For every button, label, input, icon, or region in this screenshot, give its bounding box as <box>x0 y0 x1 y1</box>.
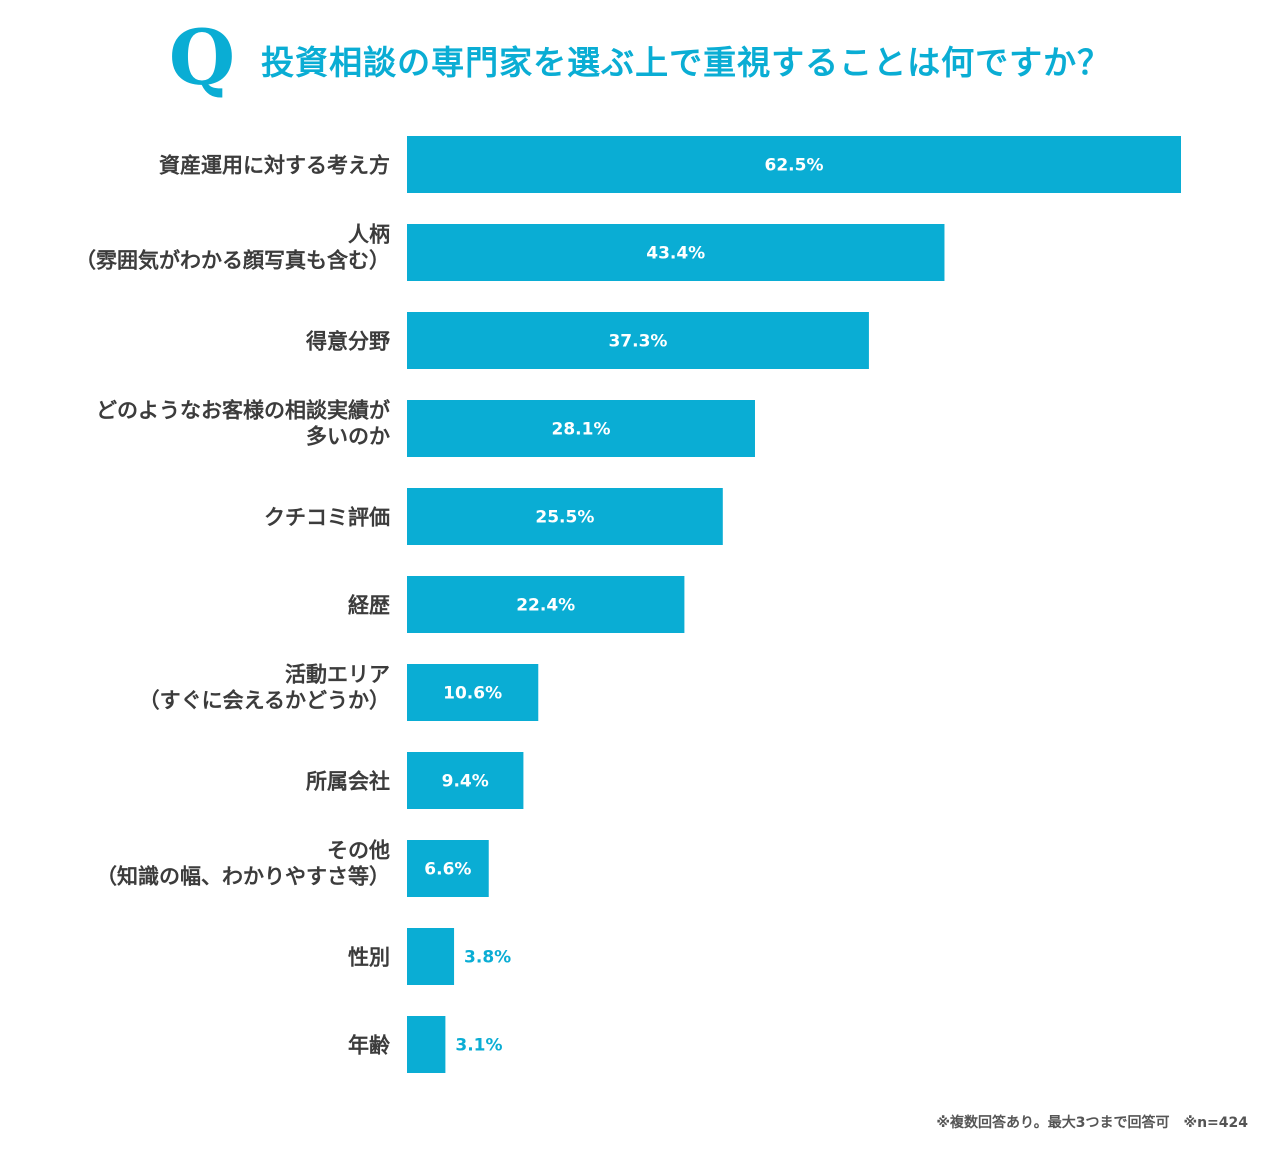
bar-value-label-8: 9.4% <box>442 772 489 792</box>
bar-value-label-7: 10.6% <box>443 684 502 704</box>
category-label-2-line-1: 人柄 <box>348 223 390 247</box>
category-label-5: クチコミ評価 <box>264 506 390 530</box>
category-label-2-line-2: （雰囲気がわかる顔写真も含む） <box>75 249 390 273</box>
bar-4 <box>407 400 755 457</box>
bar-3 <box>407 312 869 369</box>
bar-value-label-1: 62.5% <box>765 156 824 176</box>
category-label-9-line-2: （知識の幅、わかりやすさ等） <box>96 865 390 889</box>
chart-header: Q 投資相談の専門家を選ぶ上で重視することは何ですか？ <box>0 18 1280 102</box>
bar-11 <box>407 1016 446 1073</box>
question-mark-icon: Q <box>168 13 236 102</box>
bar-6 <box>407 576 685 633</box>
category-label-7-line-1: 活動エリア <box>285 663 390 687</box>
category-label-4-line-1: どのようなお客様の相談実績が <box>96 399 390 423</box>
bar-value-label-6: 22.4% <box>516 596 575 616</box>
bar-value-label-9: 6.6% <box>424 860 471 880</box>
bar-9 <box>407 840 489 897</box>
chart-title: 投資相談の専門家を選ぶ上で重視することは何ですか？ <box>261 43 1112 82</box>
bar-value-label-4: 28.1% <box>552 420 611 440</box>
bar-2 <box>407 224 945 281</box>
bar-value-label-5: 25.5% <box>535 508 594 528</box>
category-label-1: 資産運用に対する考え方 <box>159 154 390 178</box>
bar-value-label-3: 37.3% <box>608 332 667 352</box>
bar-8 <box>407 752 524 809</box>
category-label-10: 性別 <box>348 946 390 970</box>
footnote: ※複数回答あり。最大3つまで回答可 ※n=424 <box>936 1115 1248 1131</box>
bar-1 <box>407 136 1181 193</box>
category-label-4-line-2: 多いのか <box>306 425 390 449</box>
bar-5 <box>407 488 723 545</box>
category-label-9-line-1: その他 <box>327 839 390 863</box>
category-label-7-line-2: （すぐに会えるかどうか） <box>139 689 390 713</box>
category-label-6: 経歴 <box>348 594 390 618</box>
bar-value-label-11: 3.1% <box>455 1036 502 1056</box>
category-label-11: 年齢 <box>348 1034 391 1058</box>
category-label-3: 得意分野 <box>305 330 390 354</box>
bar-7 <box>407 664 539 721</box>
category-label-8: 所属会社 <box>306 770 390 794</box>
bar-value-label-2: 43.4% <box>646 244 705 264</box>
bar-10 <box>407 928 455 985</box>
bar-value-label-10: 3.8% <box>464 948 511 968</box>
